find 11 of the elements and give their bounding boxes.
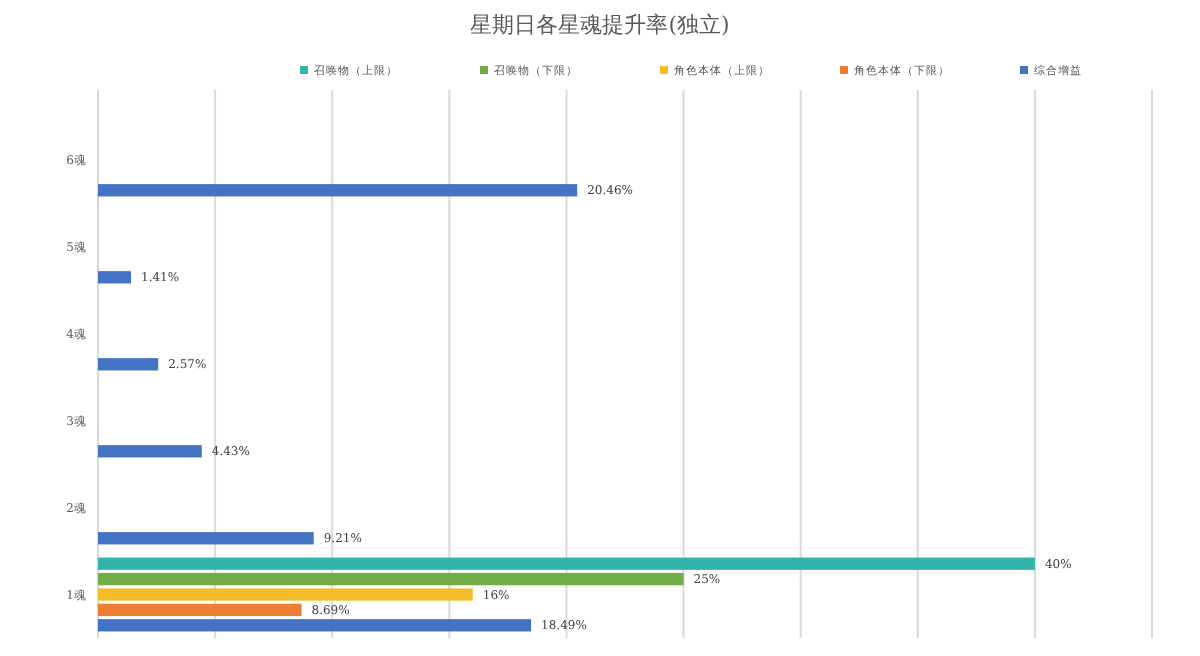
bar: [98, 588, 473, 601]
bar: [98, 271, 132, 284]
bar: [98, 557, 1035, 570]
chart-title: 星期日各星魂提升率(独立): [470, 12, 730, 38]
bar: [98, 532, 314, 545]
bar: [98, 358, 159, 371]
bar: [98, 184, 578, 197]
bar: [98, 445, 202, 458]
bar: [98, 619, 532, 632]
bar: [98, 572, 684, 586]
bar: [98, 603, 302, 617]
